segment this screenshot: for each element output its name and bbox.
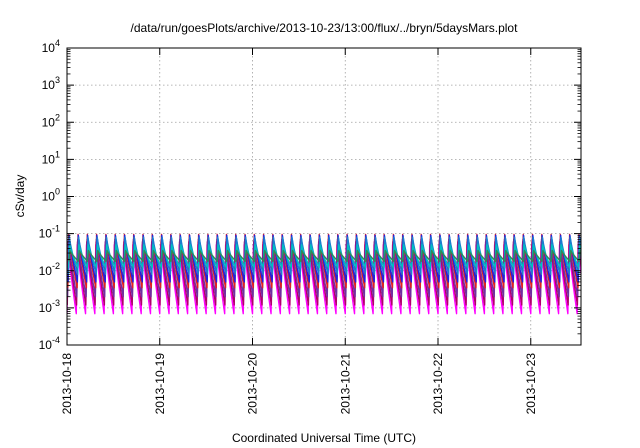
- y-tick-label: 10-1: [39, 224, 60, 241]
- series-line: [67, 236, 581, 276]
- x-axis-label: Coordinated Universal Time (UTC): [232, 431, 416, 445]
- y-tick-label: 101: [42, 149, 60, 166]
- series-group: [67, 233, 581, 315]
- y-tick-label: 104: [42, 38, 60, 55]
- x-tick-label: 2013-10-21: [338, 353, 352, 415]
- y-tick-label: 10-4: [39, 335, 60, 352]
- series-line: [68, 249, 581, 262]
- x-tick-label: 2013-10-20: [246, 353, 260, 415]
- y-tick-label: 10-3: [39, 298, 60, 315]
- y-tick-label: 102: [42, 112, 60, 129]
- x-tick-label: 2013-10-22: [431, 353, 445, 415]
- series-line: [67, 238, 581, 298]
- y-tick-label: 100: [42, 187, 60, 204]
- x-tick-label: 2013-10-19: [153, 353, 167, 415]
- grid-lines: [67, 48, 581, 345]
- y-tick-label: 103: [42, 75, 60, 92]
- x-tick-label: 2013-10-23: [524, 353, 538, 415]
- y-axis: 104 103 102 101 100 10-1 10-2 10-3 10-4: [39, 38, 581, 352]
- x-tick-label: 2013-10-18: [60, 353, 74, 415]
- chart-title: /data/run/goesPlots/archive/2013-10-23/1…: [131, 21, 519, 35]
- series-line: [67, 241, 581, 306]
- series-line: [67, 244, 581, 269]
- y-axis-label: cSv/day: [13, 175, 27, 218]
- series-line: [67, 244, 581, 315]
- x-axis: 2013-10-18 2013-10-19 2013-10-20 2013-10-21…: [60, 48, 538, 414]
- y-tick-label: 10-2: [39, 261, 60, 278]
